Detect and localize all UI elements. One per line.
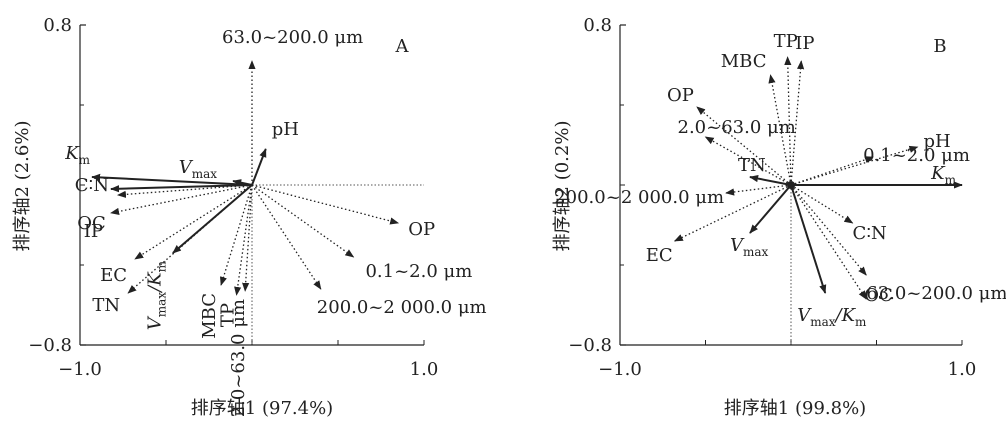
vector-arrow-tp (784, 56, 792, 186)
vector-label-km: Km (930, 163, 956, 187)
x-tick-label: 1.0 (410, 359, 439, 380)
vector-label-km: Km (64, 143, 90, 167)
vector-label-ip: IP (84, 221, 103, 242)
vector-label-vmaxkm: Vmax/Km (144, 260, 168, 330)
vector-arrow-ip (790, 60, 805, 186)
panel-a: 0.8 −0.8 −1.0 1.0 排序轴1 (97.4%) 排序轴2 (2.6%) A Km… (12, 15, 487, 419)
vector-arrow-vmaxkm (790, 184, 827, 294)
vector-arrow-op (696, 106, 792, 186)
vector-label-s2: 2.0~63.0 μm (678, 117, 796, 138)
vector-label-tp: TP (774, 31, 798, 52)
x-axis-title: 排序轴1 (99.8%) (724, 398, 866, 419)
vector-arrow-tn (749, 175, 792, 186)
vector-arrow-s01 (251, 184, 355, 258)
vector-label-tp: TP (218, 303, 239, 327)
vector-arrow-oc (116, 184, 253, 198)
vector-label-ec: EC (646, 245, 673, 266)
vector-label-ip: IP (795, 33, 814, 54)
vector-label-s2: 2.0~63.0 μm (228, 299, 249, 417)
vector-arrow-cn (110, 184, 253, 193)
vector-label-cn: C∶N (75, 175, 109, 196)
vector-label-tn: TN (738, 155, 766, 176)
vector-label-s200: 200.0~2 000.0 μm (554, 187, 724, 208)
vector-label-oc: OC (864, 285, 893, 306)
panel-b: 0.8 −0.8 −1.0 1.0 排序轴1 (99.8%) 排序轴2 (0.2%) B Km… (552, 15, 1006, 419)
vector-label-vmax: Vmax (179, 157, 218, 181)
vector-arrow-cn (790, 184, 854, 224)
vector-label-s200: 200.0~2 000.0 μm (317, 297, 487, 318)
origin-marker (787, 181, 795, 189)
vector-label-s01: 0.1~2.0 μm (863, 145, 970, 166)
vector-arrow-s2 (704, 136, 792, 186)
vector-label-s63: 63.0~200.0 μm (866, 283, 1006, 304)
vector-label-mbc: MBC (721, 51, 767, 72)
y-tick-label: 0.8 (43, 15, 72, 36)
vector-arrow-s01 (790, 156, 874, 186)
vector-label-ph: pH (272, 119, 299, 140)
vector-arrow-vmaxkm (172, 184, 253, 254)
vector-label-ph: pH (924, 131, 951, 152)
panel-letter: B (933, 36, 946, 57)
x-tick-label: 1.0 (948, 359, 977, 380)
vector-label-oc: OC (77, 213, 106, 234)
vector-arrow-s2 (242, 184, 253, 292)
vector-label-s63: 63.0~200.0 μm (222, 27, 363, 48)
vector-label-ec: EC (100, 265, 127, 286)
vector-arrow-km (91, 173, 253, 186)
vector-arrow-ph (251, 148, 267, 186)
vector-label-op: OP (408, 219, 435, 240)
vector-arrow-ec (134, 184, 253, 260)
vector-label-cn: C∶N (853, 223, 887, 244)
vector-label-vmax: Vmax (730, 235, 769, 259)
x-axis-title: 排序轴1 (97.4%) (191, 398, 333, 419)
vector-label-tn: TN (92, 295, 120, 316)
vector-arrow-s200 (251, 184, 322, 290)
y-tick-label: −0.8 (568, 335, 612, 356)
x-tick-label: −1.0 (598, 359, 642, 380)
vector-arrow-mbc (219, 184, 253, 286)
vector-arrow-mbc (768, 74, 792, 186)
x-tick-label: −1.0 (58, 359, 102, 380)
vector-label-mbc: MBC (199, 293, 220, 339)
vector-arrow-op (251, 184, 400, 225)
vector-arrow-tn (127, 184, 253, 294)
y-axis-title: 排序轴2 (0.2%) (552, 121, 573, 252)
vector-label-vmaxkm: Vmax/Km (797, 305, 867, 329)
y-axis-title: 排序轴2 (2.6%) (12, 121, 33, 252)
panel-letter: A (395, 36, 410, 57)
vector-arrow-tp (234, 184, 253, 296)
y-tick-label: −0.8 (28, 335, 72, 356)
vector-label-s01: 0.1~2.0 μm (365, 261, 472, 282)
y-tick-label: 0.8 (583, 15, 612, 36)
vector-arrow-ec (673, 184, 792, 242)
vector-arrow-s63 (790, 184, 867, 300)
vector-arrow-s200 (725, 184, 792, 196)
vector-label-op: OP (667, 85, 694, 106)
vector-arrow-vmax (749, 184, 792, 234)
